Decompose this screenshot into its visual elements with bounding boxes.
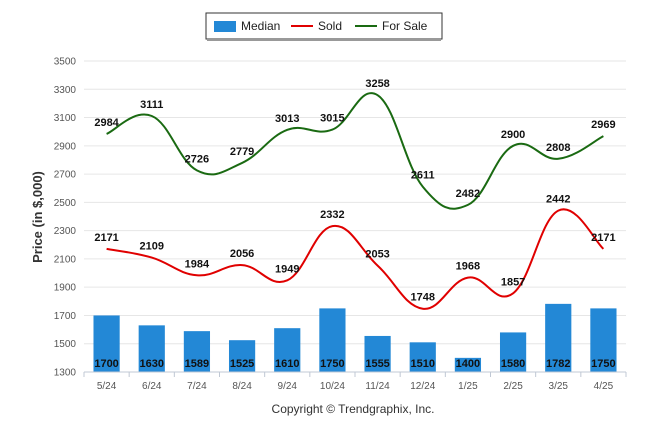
for-sale-data-label: 3258 — [365, 78, 389, 90]
median-bar — [138, 325, 165, 372]
sold-data-label: 2053 — [365, 249, 389, 261]
y-tick-label: 2500 — [54, 198, 77, 209]
series-lines — [106, 92, 605, 310]
for-sale-data-label: 2726 — [185, 153, 209, 165]
x-tick-label: 3/25 — [549, 381, 569, 392]
median-bar-label: 1400 — [456, 358, 480, 370]
sold-data-label: 1857 — [501, 276, 525, 288]
for-sale-data-label: 3111 — [140, 99, 163, 111]
y-tick-label: 1300 — [54, 368, 77, 379]
median-bar — [545, 303, 572, 372]
x-tick-label: 10/24 — [320, 381, 345, 392]
sold-data-label: 2171 — [94, 232, 118, 244]
median-bar-label: 1782 — [546, 358, 570, 370]
y-axis-title: Price (in $,000) — [30, 171, 45, 263]
for-sale-data-label: 2808 — [546, 142, 570, 154]
median-bar — [409, 342, 436, 372]
median-bar — [93, 315, 120, 372]
median-bar-label: 1555 — [365, 358, 389, 370]
x-tick-label: 11/24 — [365, 381, 390, 392]
median-bar — [228, 340, 256, 372]
sold-data-label: 1984 — [185, 258, 210, 270]
median-bar — [454, 357, 482, 372]
y-tick-label: 2700 — [54, 170, 77, 181]
x-tick-label: 4/25 — [594, 381, 614, 392]
for-sale-data-label: 2984 — [94, 117, 119, 129]
median-bar — [590, 308, 617, 372]
legend-swatch-median — [214, 21, 236, 32]
for-sale-data-label: 3015 — [320, 113, 344, 125]
for-sale-data-label: 3013 — [275, 113, 299, 125]
sold-data-label: 1748 — [411, 292, 435, 304]
median-bar-label: 1510 — [411, 358, 435, 370]
x-tick-label: 6/24 — [142, 381, 162, 392]
median-bar — [183, 331, 211, 372]
sold-data-label: 1968 — [456, 261, 480, 273]
legend: Median Sold For Sale — [205, 12, 443, 41]
y-tick-label: 2100 — [54, 254, 77, 265]
median-bar — [319, 308, 346, 372]
x-tick-label: 1/25 — [458, 381, 478, 392]
median-bar — [499, 332, 527, 372]
x-tick-label: 9/24 — [278, 381, 298, 392]
legend-label-sold: Sold — [318, 19, 342, 33]
for-sale-data-label: 2779 — [230, 146, 254, 158]
sold-data-label: 2171 — [591, 232, 615, 244]
data-labels: 1700 1630 1589 1525 1610 1750 1555 1510 1400 1580… — [94, 78, 615, 370]
sold-line — [106, 208, 605, 310]
y-tick-label: 3100 — [54, 113, 77, 124]
copyright-text: Copyright © Trendgraphix, Inc. — [272, 402, 435, 416]
x-tick-label: 2/25 — [503, 381, 523, 392]
for-sale-data-label: 2611 — [411, 170, 435, 182]
y-axis: 1300 1500 1700 1900 2100 2300 2500 2700 2900 3100… — [54, 57, 77, 379]
median-bar — [364, 335, 391, 372]
sold-data-label: 2109 — [140, 241, 164, 253]
y-tick-label: 1500 — [54, 339, 77, 350]
x-tick-label: 12/24 — [410, 381, 435, 392]
median-bar-label: 1610 — [275, 358, 299, 370]
sold-data-label: 2056 — [230, 248, 254, 260]
y-tick-label: 1900 — [54, 283, 77, 294]
y-tick-label: 2300 — [54, 226, 77, 237]
sold-data-label: 2332 — [320, 209, 344, 221]
x-tick-label: 5/24 — [97, 381, 117, 392]
median-bars — [93, 303, 617, 372]
median-bar — [274, 328, 301, 372]
median-bar-label: 1525 — [230, 358, 254, 370]
y-tick-label: 3500 — [54, 57, 77, 68]
y-tick-label: 3300 — [54, 85, 77, 96]
median-bar-label: 1589 — [185, 358, 209, 370]
for-sale-data-label: 2969 — [591, 119, 615, 131]
for-sale-line — [106, 92, 604, 210]
x-tick-label: 7/24 — [187, 381, 207, 392]
sold-data-label: 2442 — [546, 194, 570, 206]
sold-data-label: 1949 — [275, 263, 299, 275]
median-bar-label: 1630 — [140, 358, 164, 370]
for-sale-data-label: 2482 — [456, 188, 480, 200]
x-axis: 5/24 6/24 7/24 8/24 9/24 10/24 11/24 12/24 1/25 2… — [83, 371, 627, 392]
for-sale-data-label: 2900 — [501, 129, 525, 141]
x-tick-label: 8/24 — [232, 381, 252, 392]
grid — [84, 60, 626, 373]
legend-label-median: Median — [241, 19, 280, 33]
median-bar-label: 1750 — [320, 358, 344, 370]
y-tick-label: 1700 — [54, 311, 77, 322]
median-bar-label: 1700 — [94, 358, 118, 370]
median-bar-label: 1580 — [501, 358, 525, 370]
median-bar-label: 1750 — [591, 358, 615, 370]
y-tick-label: 2900 — [54, 141, 77, 152]
legend-label-for-sale: For Sale — [382, 19, 428, 33]
legend-box — [205, 12, 443, 40]
